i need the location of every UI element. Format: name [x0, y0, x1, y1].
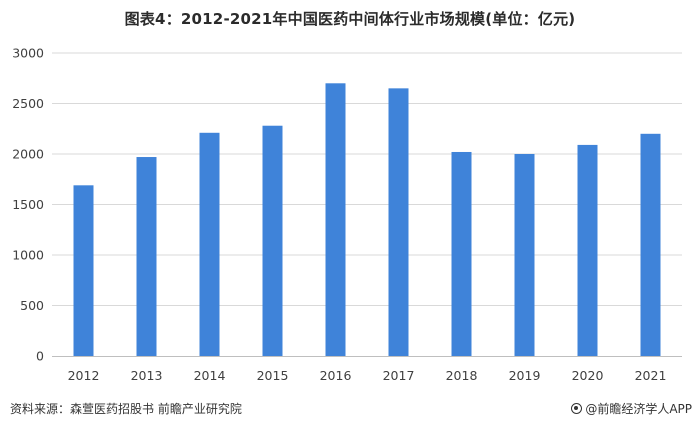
brand-credit: @前瞻经济学人APP — [571, 400, 692, 417]
bar-2018 — [451, 151, 472, 356]
bar-2021 — [640, 133, 661, 356]
x-tick-label: 2016 — [320, 368, 352, 383]
bar-2017 — [388, 88, 409, 356]
y-tick-label: 2000 — [12, 147, 44, 162]
grid-lines — [52, 52, 682, 306]
source-note: 资料来源：森萱医药招股书 前瞻产业研究院 — [10, 402, 242, 416]
bar-2015 — [262, 125, 283, 356]
brand-text: @前瞻经济学人APP — [585, 402, 692, 416]
x-tick-label: 2018 — [446, 368, 478, 383]
x-tick-label: 2021 — [635, 368, 667, 383]
x-tick-label: 2013 — [131, 368, 163, 383]
bar-2014 — [199, 132, 220, 356]
y-tick-label: 0 — [36, 349, 44, 364]
bar-2016 — [325, 83, 346, 357]
bar-2012 — [73, 185, 94, 356]
y-tick-label: 1000 — [12, 248, 44, 263]
x-axis-ticks: 2012 2013 2014 2015 2016 2017 2018 2019 2020 2021 — [68, 368, 667, 383]
y-tick-label: 2500 — [12, 96, 44, 111]
y-tick-label: 3000 — [12, 46, 44, 61]
x-tick-label: 2014 — [194, 368, 226, 383]
bar-2013 — [136, 157, 157, 356]
x-tick-label: 2020 — [572, 368, 604, 383]
y-tick-label: 1500 — [12, 197, 44, 212]
y-axis-ticks: 0 500 1000 1500 2000 2500 3000 — [12, 46, 44, 364]
qianzhan-logo-icon — [571, 403, 583, 414]
bars — [73, 83, 661, 357]
y-tick-label: 500 — [20, 298, 44, 313]
bar-2020 — [577, 144, 598, 356]
x-tick-label: 2015 — [257, 368, 289, 383]
x-tick-label: 2012 — [68, 368, 100, 383]
x-tick-label: 2017 — [383, 368, 415, 383]
chart-title: 图表4：2012-2021年中国医药中间体行业市场规模(单位：亿元) — [124, 10, 576, 28]
x-tick-label: 2019 — [509, 368, 541, 383]
bar-2019 — [514, 154, 535, 356]
